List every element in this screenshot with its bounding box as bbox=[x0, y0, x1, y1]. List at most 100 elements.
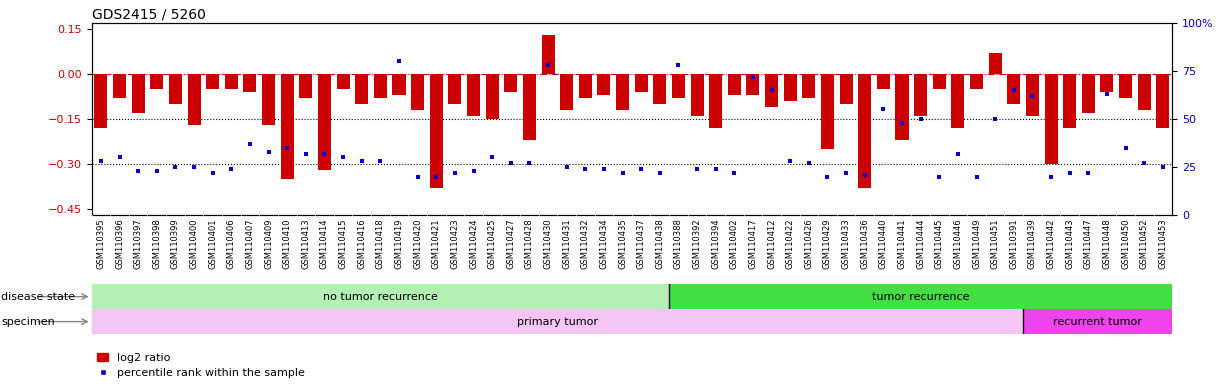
Bar bbox=[448, 74, 462, 104]
Text: GSM110422: GSM110422 bbox=[786, 218, 795, 269]
Text: GSM110427: GSM110427 bbox=[507, 218, 515, 269]
Bar bbox=[895, 74, 908, 140]
Point bbox=[482, 154, 502, 161]
Text: GSM110452: GSM110452 bbox=[1139, 218, 1149, 269]
Text: GSM110409: GSM110409 bbox=[264, 218, 274, 269]
Bar bbox=[114, 74, 126, 98]
Bar bbox=[635, 74, 647, 92]
Bar bbox=[691, 74, 703, 116]
Text: GSM110443: GSM110443 bbox=[1065, 218, 1074, 269]
Point bbox=[724, 170, 744, 176]
Text: specimen: specimen bbox=[1, 316, 55, 327]
Text: GSM110396: GSM110396 bbox=[115, 218, 125, 269]
Bar bbox=[466, 74, 480, 116]
Bar bbox=[486, 74, 498, 119]
Bar bbox=[1082, 74, 1095, 113]
Point bbox=[501, 160, 520, 166]
Bar bbox=[92, 284, 669, 309]
Text: GSM110420: GSM110420 bbox=[413, 218, 422, 269]
Bar bbox=[1120, 74, 1132, 98]
Text: GSM110441: GSM110441 bbox=[897, 218, 906, 269]
Point bbox=[780, 158, 800, 164]
Text: GSM110424: GSM110424 bbox=[469, 218, 477, 269]
Bar bbox=[504, 74, 518, 92]
Point bbox=[687, 166, 707, 172]
Text: GSM110431: GSM110431 bbox=[562, 218, 571, 269]
Point bbox=[408, 174, 427, 180]
Text: GSM110391: GSM110391 bbox=[1010, 218, 1018, 269]
Text: GSM110437: GSM110437 bbox=[636, 218, 646, 269]
Bar bbox=[766, 74, 778, 107]
Point bbox=[855, 172, 874, 178]
Point bbox=[1116, 145, 1136, 151]
Bar bbox=[132, 74, 144, 113]
Text: GSM110413: GSM110413 bbox=[302, 218, 310, 269]
Bar bbox=[821, 74, 834, 149]
Text: GSM110394: GSM110394 bbox=[711, 218, 720, 269]
Bar bbox=[411, 74, 424, 110]
Point bbox=[1023, 93, 1043, 99]
Point bbox=[836, 170, 856, 176]
Text: GSM110418: GSM110418 bbox=[376, 218, 385, 269]
Bar bbox=[337, 74, 349, 89]
Bar bbox=[579, 74, 592, 98]
Bar bbox=[728, 74, 741, 95]
Bar bbox=[150, 74, 164, 89]
Point bbox=[1042, 174, 1061, 180]
Bar bbox=[840, 74, 852, 104]
Bar bbox=[92, 309, 1023, 334]
Bar bbox=[784, 74, 797, 101]
Point bbox=[295, 151, 315, 157]
Text: GSM110438: GSM110438 bbox=[656, 218, 664, 269]
Point bbox=[557, 164, 576, 170]
Text: GSM110401: GSM110401 bbox=[208, 218, 217, 269]
Bar bbox=[523, 74, 536, 140]
Text: GSM110412: GSM110412 bbox=[767, 218, 777, 269]
Point bbox=[706, 166, 725, 172]
Bar bbox=[317, 74, 331, 170]
Point bbox=[203, 170, 222, 176]
Point bbox=[184, 164, 204, 170]
Bar bbox=[989, 53, 1001, 74]
Point bbox=[1153, 164, 1172, 170]
Text: GSM110402: GSM110402 bbox=[730, 218, 739, 269]
Text: GSM110415: GSM110415 bbox=[338, 218, 348, 269]
Text: GSM110399: GSM110399 bbox=[171, 218, 179, 269]
Point bbox=[1134, 160, 1154, 166]
Bar bbox=[709, 74, 723, 128]
Text: GSM110451: GSM110451 bbox=[990, 218, 1000, 269]
Bar bbox=[915, 74, 927, 116]
Bar bbox=[263, 74, 275, 125]
Point bbox=[1060, 170, 1079, 176]
Point bbox=[128, 168, 148, 174]
Text: GSM110416: GSM110416 bbox=[358, 218, 366, 269]
Bar bbox=[1063, 74, 1076, 128]
Text: GSM110406: GSM110406 bbox=[227, 218, 236, 269]
Text: GSM110397: GSM110397 bbox=[133, 218, 143, 269]
Text: GSM110432: GSM110432 bbox=[581, 218, 590, 269]
Point bbox=[985, 116, 1005, 122]
Point bbox=[669, 62, 689, 68]
Text: GSM110440: GSM110440 bbox=[879, 218, 888, 269]
Text: GSM110398: GSM110398 bbox=[153, 218, 161, 269]
Point bbox=[166, 164, 186, 170]
Bar bbox=[1044, 74, 1057, 164]
Bar bbox=[672, 74, 685, 98]
Bar bbox=[858, 74, 872, 188]
Bar bbox=[541, 35, 554, 74]
Bar bbox=[802, 74, 816, 98]
Legend: log2 ratio, percentile rank within the sample: log2 ratio, percentile rank within the s… bbox=[98, 353, 305, 379]
Text: GSM110442: GSM110442 bbox=[1046, 218, 1056, 269]
Point bbox=[315, 151, 335, 157]
Text: GSM110430: GSM110430 bbox=[543, 218, 553, 269]
Point bbox=[762, 87, 781, 93]
Bar bbox=[653, 74, 667, 104]
Bar bbox=[560, 74, 573, 110]
Bar bbox=[1100, 74, 1114, 92]
Text: GSM110426: GSM110426 bbox=[805, 218, 813, 269]
Bar bbox=[1156, 74, 1170, 128]
Point bbox=[389, 58, 409, 65]
Text: GSM110444: GSM110444 bbox=[916, 218, 926, 269]
Point bbox=[818, 174, 838, 180]
Point bbox=[520, 160, 540, 166]
